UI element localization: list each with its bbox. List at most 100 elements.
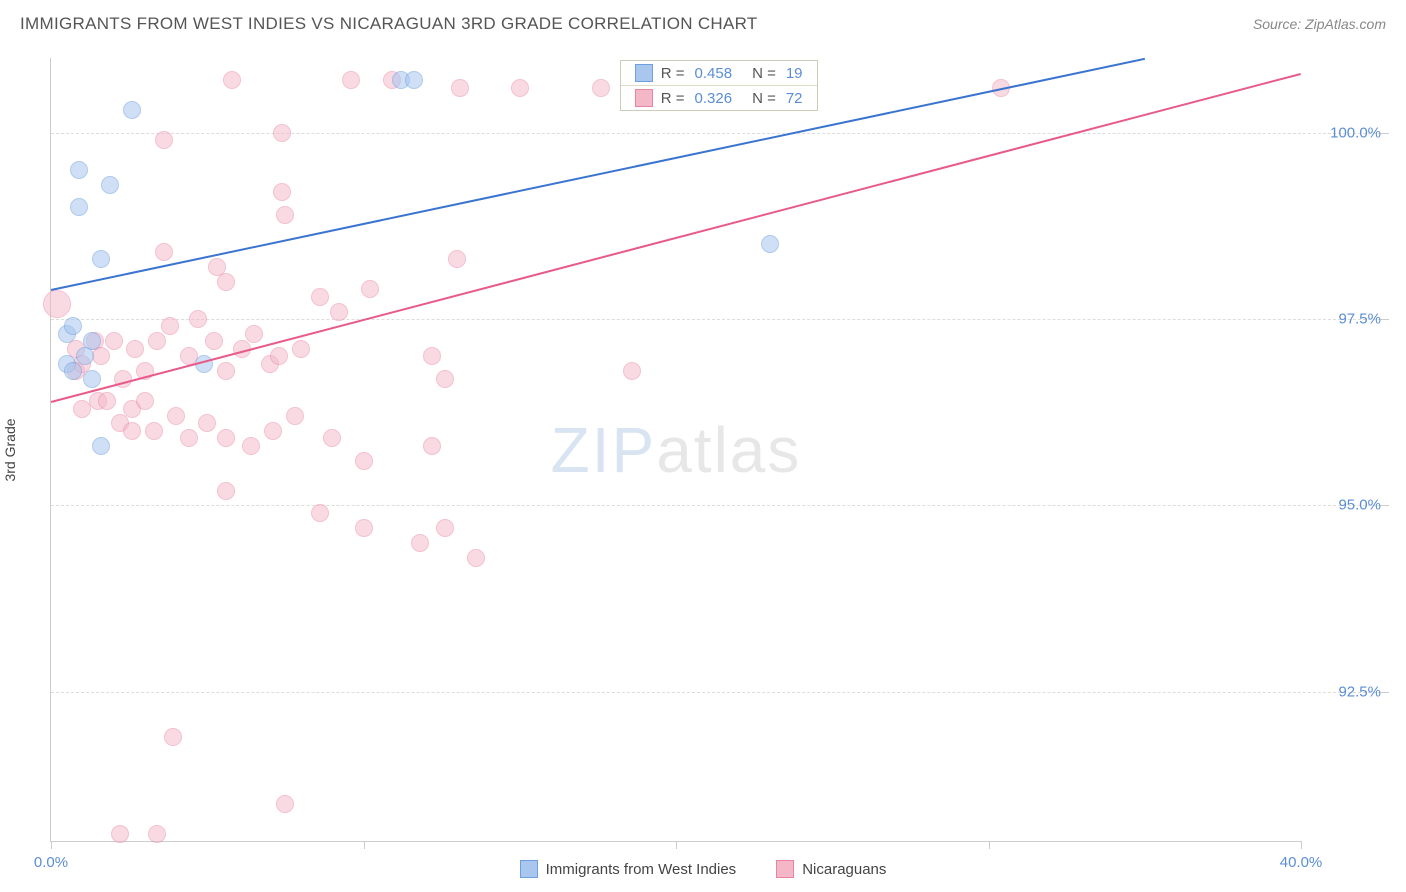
data-point: [273, 183, 291, 201]
gridline: [51, 133, 1381, 134]
y-axis-label: 3rd Grade: [2, 418, 18, 481]
data-point: [511, 79, 529, 97]
data-point: [467, 549, 485, 567]
data-point: [155, 131, 173, 149]
data-point: [76, 347, 94, 365]
data-point: [242, 437, 260, 455]
gridline: [51, 319, 1381, 320]
legend-swatch-icon: [520, 860, 538, 878]
data-point: [217, 429, 235, 447]
watermark: ZIPatlas: [551, 413, 802, 487]
data-point: [270, 347, 288, 365]
data-point: [105, 332, 123, 350]
n-value: 19: [786, 65, 803, 82]
data-point: [276, 795, 294, 813]
stats-legend-row: R =0.458N =19: [621, 61, 817, 86]
x-tick-mark: [676, 841, 677, 849]
gridline: [51, 505, 1381, 506]
data-point: [273, 124, 291, 142]
data-point: [311, 288, 329, 306]
legend-item: Immigrants from West Indies: [520, 860, 737, 878]
y-tick-mark: [1381, 505, 1389, 506]
data-point: [342, 71, 360, 89]
data-point: [198, 414, 216, 432]
plot-area-wrap: 3rd Grade ZIPatlas 92.5%95.0%97.5%100.0%…: [50, 58, 1381, 842]
data-point: [164, 728, 182, 746]
data-point: [205, 332, 223, 350]
data-point: [361, 280, 379, 298]
legend-item: Nicaraguans: [776, 860, 886, 878]
gridline: [51, 692, 1381, 693]
data-point: [264, 422, 282, 440]
data-point: [123, 101, 141, 119]
data-point: [155, 243, 173, 261]
legend-label: Nicaraguans: [802, 861, 886, 878]
y-tick-label: 92.5%: [1311, 683, 1381, 700]
trend-line: [51, 73, 1302, 403]
source-prefix: Source:: [1253, 16, 1305, 32]
chart-title: IMMIGRANTS FROM WEST INDIES VS NICARAGUA…: [20, 14, 758, 34]
data-point: [111, 825, 129, 843]
chart-header: IMMIGRANTS FROM WEST INDIES VS NICARAGUA…: [0, 0, 1406, 44]
data-point: [145, 422, 163, 440]
data-point: [355, 452, 373, 470]
legend-label: Immigrants from West Indies: [546, 861, 737, 878]
data-point: [405, 71, 423, 89]
data-point: [148, 332, 166, 350]
data-point: [245, 325, 263, 343]
data-point: [126, 340, 144, 358]
data-point: [436, 519, 454, 537]
data-point: [330, 303, 348, 321]
stats-legend-row: R =0.326N =72: [621, 86, 817, 110]
data-point: [592, 79, 610, 97]
data-point: [411, 534, 429, 552]
x-tick-mark: [51, 841, 52, 849]
y-tick-label: 100.0%: [1311, 124, 1381, 141]
data-point: [70, 161, 88, 179]
data-point: [189, 310, 207, 328]
y-tick-mark: [1381, 133, 1389, 134]
x-tick-mark: [989, 841, 990, 849]
data-point: [436, 370, 454, 388]
data-point: [167, 407, 185, 425]
x-tick-mark: [364, 841, 365, 849]
data-point: [98, 392, 116, 410]
data-point: [92, 347, 110, 365]
data-point: [761, 235, 779, 253]
data-point: [217, 362, 235, 380]
data-point: [70, 198, 88, 216]
data-point: [148, 825, 166, 843]
legend-swatch-icon: [776, 860, 794, 878]
watermark-bold: ZIP: [551, 414, 657, 486]
y-tick-mark: [1381, 319, 1389, 320]
data-point: [217, 273, 235, 291]
r-value: 0.326: [695, 90, 733, 107]
data-point: [423, 437, 441, 455]
data-point: [451, 79, 469, 97]
n-label: N =: [752, 90, 776, 107]
data-point: [623, 362, 641, 380]
stats-legend: R =0.458N =19R =0.326N =72: [620, 60, 818, 111]
data-point: [92, 437, 110, 455]
data-point: [83, 370, 101, 388]
data-point: [355, 519, 373, 537]
bottom-legend: Immigrants from West Indies Nicaraguans: [0, 860, 1406, 878]
source-name: ZipAtlas.com: [1305, 16, 1386, 32]
data-point: [64, 317, 82, 335]
data-point: [43, 290, 71, 318]
data-point: [292, 340, 310, 358]
chart-source: Source: ZipAtlas.com: [1253, 16, 1386, 32]
n-label: N =: [752, 65, 776, 82]
data-point: [423, 347, 441, 365]
data-point: [448, 250, 466, 268]
y-tick-label: 97.5%: [1311, 311, 1381, 328]
data-point: [217, 482, 235, 500]
y-tick-label: 95.0%: [1311, 497, 1381, 514]
data-point: [223, 71, 241, 89]
legend-swatch-icon: [635, 89, 653, 107]
y-tick-mark: [1381, 692, 1389, 693]
legend-swatch-icon: [635, 64, 653, 82]
r-label: R =: [661, 65, 685, 82]
data-point: [101, 176, 119, 194]
data-point: [64, 362, 82, 380]
